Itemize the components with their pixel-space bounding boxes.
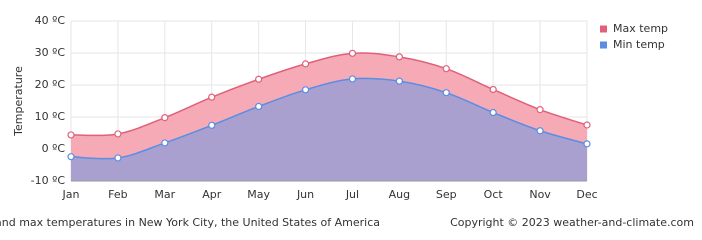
point bbox=[442, 65, 450, 73]
point bbox=[536, 106, 544, 114]
caption: Average min and max temperatures in New … bbox=[0, 216, 380, 229]
point bbox=[67, 153, 75, 161]
chart: Temperature Average min and max temperat… bbox=[0, 14, 694, 229]
point bbox=[67, 131, 75, 139]
line bbox=[70, 77, 588, 160]
point bbox=[114, 130, 122, 138]
y-tick-label: -10 ºC bbox=[31, 174, 66, 187]
x-tick-label: Aug bbox=[389, 188, 410, 201]
point bbox=[255, 102, 263, 111]
point bbox=[208, 93, 216, 101]
point bbox=[348, 75, 357, 83]
point bbox=[114, 154, 122, 162]
point bbox=[255, 75, 263, 83]
area bbox=[71, 78, 587, 181]
point bbox=[395, 53, 403, 61]
y-axis-title: Temperature bbox=[12, 66, 25, 137]
x-tick-label: Jun bbox=[296, 188, 314, 201]
copyright: Copyright © 2023 weather-and-climate.com bbox=[450, 216, 694, 229]
point bbox=[442, 89, 450, 97]
x-tick-label: Jul bbox=[345, 188, 359, 201]
x-tick-label: Jan bbox=[62, 188, 80, 201]
point bbox=[301, 86, 310, 94]
y-tick-label: 20 ºC bbox=[35, 78, 66, 91]
y-tick-label: 0 ºC bbox=[42, 142, 66, 155]
legend-swatch bbox=[600, 25, 607, 33]
legend-swatch bbox=[600, 41, 607, 49]
point bbox=[489, 108, 497, 117]
x-tick-label: Dec bbox=[576, 188, 597, 201]
point bbox=[348, 49, 357, 57]
y-tick-label: 40 ºC bbox=[35, 14, 66, 27]
legend-label: Min temp bbox=[613, 38, 665, 51]
x-tick-label: Sep bbox=[436, 188, 457, 201]
y-tick-label: 30 ºC bbox=[35, 46, 66, 59]
point bbox=[583, 140, 591, 148]
x-tick-label: Feb bbox=[108, 188, 127, 201]
point bbox=[583, 121, 591, 129]
line bbox=[70, 52, 588, 137]
legend-label: Max temp bbox=[613, 22, 668, 35]
x-tick-label: Apr bbox=[202, 188, 222, 201]
y-tick-label: 10 ºC bbox=[35, 110, 66, 123]
point bbox=[536, 127, 544, 135]
point bbox=[395, 77, 403, 85]
point bbox=[301, 60, 310, 68]
x-tick-label: May bbox=[247, 188, 270, 201]
x-tick-label: Mar bbox=[154, 188, 175, 201]
point bbox=[161, 139, 169, 147]
point bbox=[208, 121, 216, 129]
x-tick-label: Oct bbox=[484, 188, 504, 201]
point bbox=[161, 114, 169, 122]
x-tick-label: Nov bbox=[529, 188, 551, 201]
point bbox=[489, 85, 497, 94]
